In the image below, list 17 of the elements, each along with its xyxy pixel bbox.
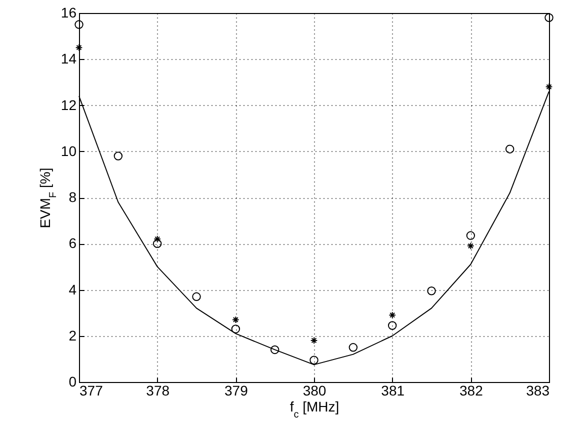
y-tick-label: 12 [60, 96, 77, 113]
y-tick-label: 16 [60, 4, 77, 20]
y-tick-label: 14 [60, 50, 77, 67]
x-tick-label: 380 [302, 382, 326, 398]
x-tick-label: 379 [224, 382, 248, 398]
y-tick-label: 8 [68, 189, 77, 205]
x-tick-label: 377 [80, 382, 104, 398]
x-tick-label: 383 [526, 382, 550, 398]
x-tick-label: 382 [459, 382, 484, 398]
x-tick-label: 378 [146, 382, 170, 398]
x-tick-label: 381 [381, 382, 405, 398]
y-tick-label: 2 [68, 327, 77, 344]
y-tick-label: 6 [68, 235, 77, 252]
x-axis-title: f$_{c}$ [MHz] [290, 398, 340, 420]
y-tick-label: 4 [68, 281, 77, 298]
y-tick-label: 10 [60, 142, 77, 159]
y-tick-label: 0 [68, 374, 77, 390]
